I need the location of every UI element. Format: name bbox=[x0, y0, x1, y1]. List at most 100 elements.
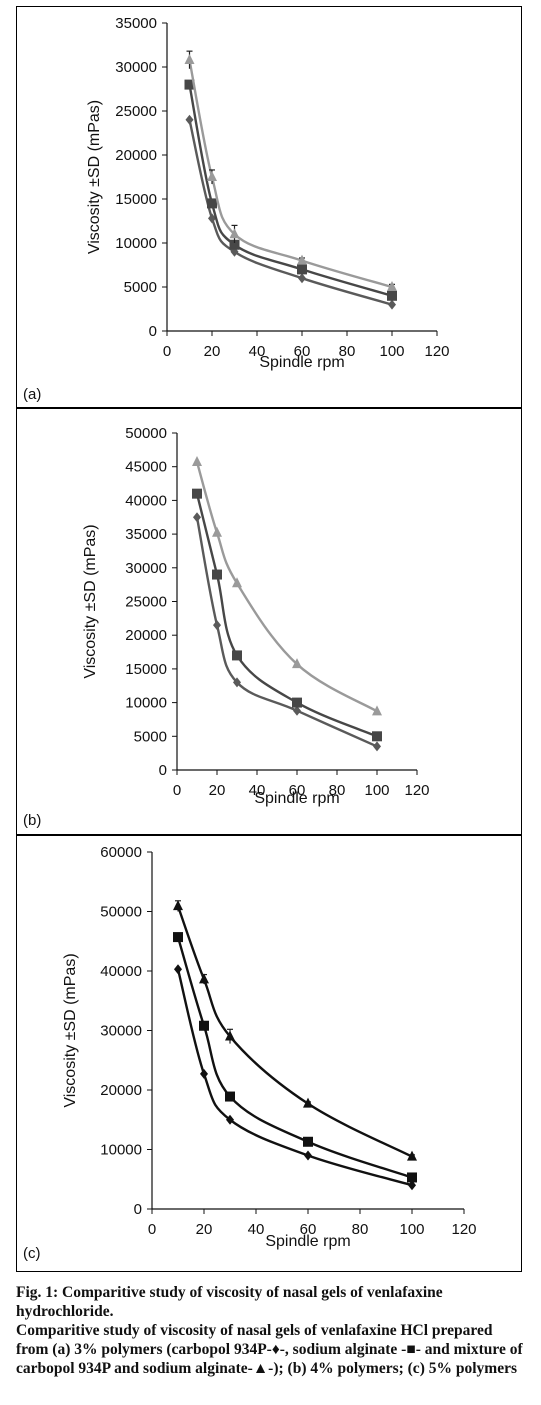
triangle-point bbox=[232, 577, 242, 588]
x-tick-label: 40 bbox=[248, 1221, 265, 1238]
y-axis-title: Viscosity ±SD (mPas) bbox=[82, 524, 99, 678]
series-diamond-line bbox=[176, 968, 413, 1187]
square-point bbox=[387, 290, 397, 301]
y-tick-label: 25000 bbox=[115, 103, 157, 120]
series-triangle-line bbox=[176, 905, 413, 1158]
x-tick-label: 0 bbox=[173, 782, 181, 799]
triangle-point bbox=[229, 228, 240, 239]
panel-label: (c) bbox=[23, 1245, 41, 1262]
triangle-point bbox=[407, 1150, 417, 1161]
y-tick-label: 0 bbox=[159, 762, 167, 779]
diamond-point bbox=[185, 114, 194, 125]
x-tick-label: 120 bbox=[424, 343, 449, 360]
series-triangle-line bbox=[188, 59, 393, 289]
chart-panel-c: 0 10000 20000 30000 40000 50000 60000 0 20 40 60 80… bbox=[16, 835, 522, 1272]
y-tick-label: 10000 bbox=[115, 235, 157, 252]
series-square-line bbox=[188, 84, 393, 297]
square-point bbox=[292, 697, 302, 708]
y-tick-label: 35000 bbox=[115, 15, 157, 32]
diamond-point bbox=[388, 299, 396, 310]
triangle-point bbox=[192, 455, 202, 466]
triangle-point bbox=[372, 705, 382, 716]
triangle-point bbox=[199, 973, 209, 984]
series-diamond-line bbox=[195, 517, 378, 748]
triangle-point bbox=[184, 53, 195, 64]
x-tick-label: 60 bbox=[289, 782, 306, 799]
y-tick-label: 50000 bbox=[100, 904, 142, 921]
y-tick-label: 35000 bbox=[125, 526, 167, 543]
y-tick-label: 50000 bbox=[125, 425, 167, 442]
chart-panel-b: 0 5000 10000 15000 20000 25000 30000 35000 40000… bbox=[16, 408, 522, 835]
y-axis-title: Viscosity ±SD (mPas) bbox=[62, 953, 79, 1107]
x-tick-label: 120 bbox=[404, 782, 429, 799]
x-tick-label: 40 bbox=[249, 343, 266, 360]
triangle-point bbox=[173, 900, 183, 911]
diamond-point bbox=[373, 741, 381, 752]
diamond-point bbox=[298, 273, 306, 284]
square-point bbox=[207, 198, 217, 209]
x-tick-label: 80 bbox=[339, 343, 356, 360]
chart-svg-b: 0 5000 10000 15000 20000 25000 30000 35000 40000… bbox=[23, 425, 430, 829]
y-tick-label: 15000 bbox=[125, 661, 167, 678]
x-tick-label: 20 bbox=[196, 1221, 213, 1238]
y-tick-label: 40000 bbox=[125, 492, 167, 509]
diamond-point bbox=[200, 1068, 208, 1079]
y-tick-label: 10000 bbox=[100, 1142, 142, 1159]
square-point bbox=[229, 239, 240, 250]
triangle-point bbox=[292, 658, 302, 669]
y-tick-label: 5000 bbox=[124, 279, 157, 296]
x-tick-label: 100 bbox=[364, 782, 389, 799]
x-tick-label: 0 bbox=[148, 1221, 156, 1238]
diamond-point bbox=[304, 1150, 312, 1161]
caption-description: Comparitive study of viscosity of nasal … bbox=[16, 1322, 523, 1377]
diamond-point bbox=[193, 512, 201, 523]
y-tick-label: 5000 bbox=[134, 728, 167, 745]
x-tick-label: 120 bbox=[451, 1221, 476, 1238]
y-tick-label: 60000 bbox=[100, 844, 142, 861]
diamond-point bbox=[408, 1180, 416, 1191]
triangle-point bbox=[303, 1097, 313, 1108]
x-tick-label: 20 bbox=[204, 343, 221, 360]
triangle-point bbox=[297, 254, 307, 265]
triangle-point bbox=[207, 171, 217, 181]
diamond-point bbox=[208, 213, 216, 224]
square-point bbox=[297, 264, 307, 275]
x-tick-label: 80 bbox=[352, 1221, 369, 1238]
diamond-point bbox=[213, 620, 221, 631]
square-point bbox=[232, 650, 242, 661]
x-tick-label: 60 bbox=[300, 1221, 317, 1238]
square-point bbox=[199, 1020, 209, 1031]
y-tick-label: 30000 bbox=[115, 59, 157, 76]
square-point bbox=[225, 1091, 235, 1102]
y-tick-label: 20000 bbox=[115, 147, 157, 164]
square-point bbox=[372, 731, 382, 742]
square-point bbox=[407, 1172, 417, 1183]
x-tick-label: 100 bbox=[379, 343, 404, 360]
y-tick-label: 30000 bbox=[125, 560, 167, 577]
x-tick-label: 100 bbox=[399, 1221, 424, 1238]
y-tick-label: 30000 bbox=[100, 1023, 142, 1040]
x-axis-title: Spindle rpm bbox=[259, 354, 344, 371]
x-tick-label: 0 bbox=[163, 343, 171, 360]
series-triangle-line bbox=[195, 461, 378, 713]
chart-panel-a: 0 5000 10000 15000 20000 25000 30000 35000 0 20 40… bbox=[16, 6, 522, 408]
x-tick-label: 40 bbox=[249, 782, 266, 799]
x-tick-label: 80 bbox=[329, 782, 346, 799]
y-tick-label: 0 bbox=[149, 323, 157, 340]
square-point bbox=[184, 79, 195, 90]
y-tick-label: 40000 bbox=[100, 963, 142, 980]
y-axis-title: Viscosity ±SD (mPas) bbox=[86, 100, 103, 254]
triangle-point bbox=[387, 281, 397, 291]
y-tick-label: 20000 bbox=[125, 627, 167, 644]
y-tick-label: 15000 bbox=[115, 191, 157, 208]
x-tick-label: 60 bbox=[294, 343, 311, 360]
diamond-point bbox=[174, 964, 182, 975]
square-point bbox=[212, 569, 222, 580]
x-axis-title: Spindle rpm bbox=[254, 790, 339, 807]
square-point bbox=[173, 932, 183, 943]
chart-svg-a: 0 5000 10000 15000 20000 25000 30000 35000 0 20 40… bbox=[23, 15, 450, 403]
panel-label: (b) bbox=[23, 812, 41, 829]
figure-caption: Fig. 1: Comparitive study of viscosity o… bbox=[16, 1283, 528, 1378]
triangle-point bbox=[212, 526, 222, 537]
chart-svg-c: 0 10000 20000 30000 40000 50000 60000 0 20 40 60 80… bbox=[23, 844, 477, 1262]
